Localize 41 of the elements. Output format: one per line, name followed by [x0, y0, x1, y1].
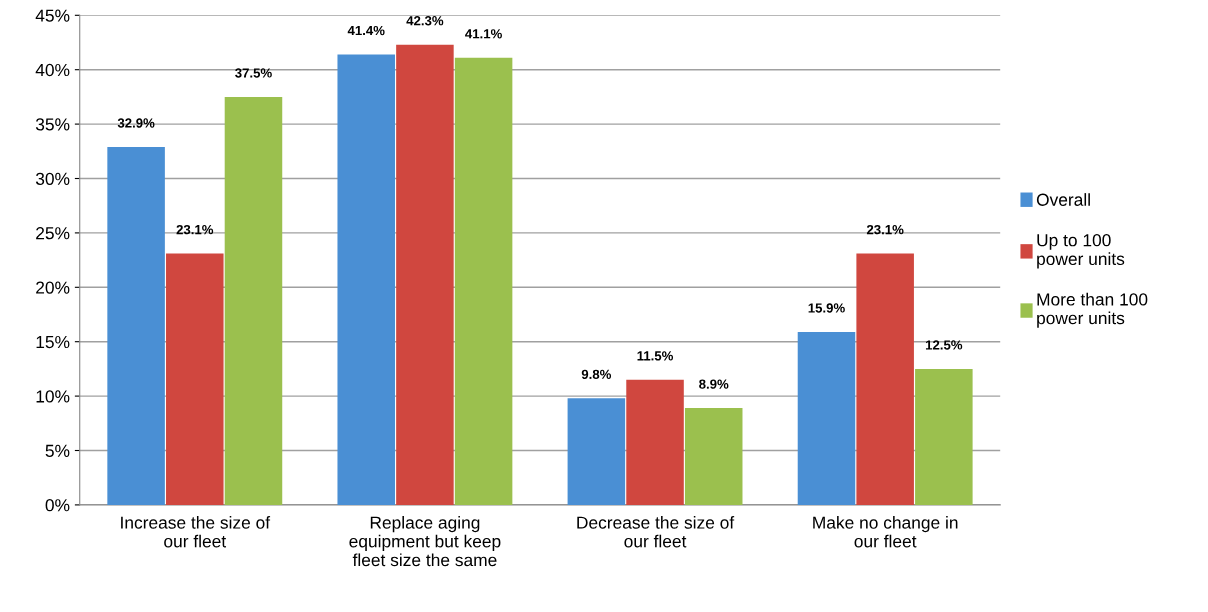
data-label: 23.1%	[176, 224, 214, 235]
bar	[626, 379, 684, 505]
data-label: 23.1%	[866, 224, 904, 235]
bar	[797, 331, 856, 505]
bar	[856, 253, 914, 505]
data-label: 9.8%	[581, 369, 612, 379]
data-label: 41.4%	[347, 25, 385, 36]
y-tick-label: 40%	[35, 63, 70, 77]
bar	[166, 253, 224, 505]
x-tick-label: Replace aging equipment but keep fleet size the same	[349, 516, 501, 567]
bar	[567, 398, 626, 505]
data-label: 12.5%	[925, 340, 963, 350]
y-tick-label: 25%	[36, 227, 70, 240]
bar	[684, 408, 743, 505]
data-label: 8.9%	[699, 379, 729, 389]
y-tick-label: 35%	[35, 118, 70, 131]
y-tick-label: 30%	[35, 172, 70, 185]
data-label: 41.1%	[465, 29, 502, 39]
x-tick-label: Make no change in our fleet	[813, 516, 958, 548]
legend-label: Up to 100 power units	[1037, 234, 1125, 269]
legend-label: More than 100 power units	[1037, 292, 1148, 328]
data-label: 42.3%	[406, 16, 444, 26]
y-tick-label: 10%	[36, 390, 70, 403]
legend-label: Overall	[1036, 193, 1090, 206]
data-label: 37.5%	[235, 68, 272, 78]
y-tick-label: 5%	[45, 444, 70, 457]
y-tick-label: 45%	[35, 9, 70, 22]
data-label: 11.5%	[637, 351, 674, 361]
bar	[454, 57, 513, 505]
bar	[915, 368, 973, 505]
bar	[224, 96, 283, 505]
y-tick-label: 0%	[45, 499, 70, 512]
x-tick-label: Decrease the size of our fleet	[577, 516, 735, 548]
x-tick-label: Increase the size of our fleet	[121, 516, 271, 548]
bar	[396, 44, 454, 505]
y-tick-label: 20%	[36, 281, 70, 294]
y-tick-label: 15%	[36, 335, 70, 349]
data-label: 15.9%	[808, 303, 845, 313]
bar	[337, 54, 395, 505]
bar	[107, 146, 165, 505]
data-label: 32.9%	[117, 118, 155, 128]
